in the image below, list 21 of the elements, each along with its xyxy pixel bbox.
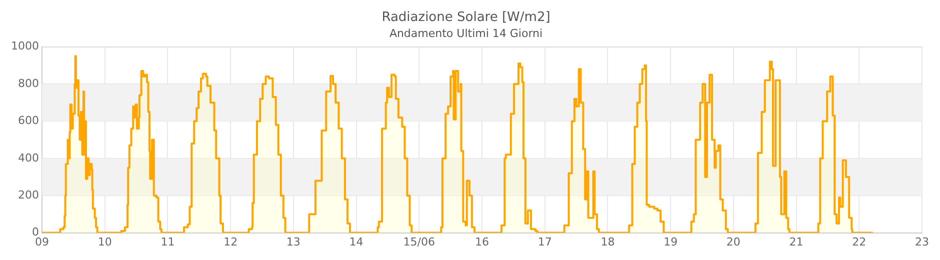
y-tick-label: 800 xyxy=(18,76,39,90)
y-tick-label: 200 xyxy=(18,188,39,202)
x-tick-label: 16 xyxy=(475,235,489,248)
chart-subtitle: Andamento Ultimi 14 Giorni xyxy=(389,27,543,40)
x-tick-label: 14 xyxy=(349,235,364,248)
x-tick-label: 20 xyxy=(726,235,740,248)
x-tick-label: 18 xyxy=(600,235,615,248)
x-tick-label: 12 xyxy=(224,235,238,248)
x-tick-label: 13 xyxy=(286,235,300,248)
y-tick-label: 600 xyxy=(18,114,39,128)
y-tick-label: 400 xyxy=(18,151,39,164)
x-tick-label: 19 xyxy=(664,235,678,248)
x-tick-label: 11 xyxy=(160,235,175,248)
x-tick-label: 15/06 xyxy=(403,235,435,248)
x-tick-label: 10 xyxy=(98,235,112,248)
chart-title: Radiazione Solare [W/m2] xyxy=(382,10,550,26)
y-tick-label: 1000 xyxy=(10,40,39,53)
x-tick-label: 23 xyxy=(915,235,929,248)
x-tick-label: 21 xyxy=(789,235,804,248)
x-tick-label: 17 xyxy=(538,235,552,248)
x-tick-label: 22 xyxy=(852,235,866,248)
